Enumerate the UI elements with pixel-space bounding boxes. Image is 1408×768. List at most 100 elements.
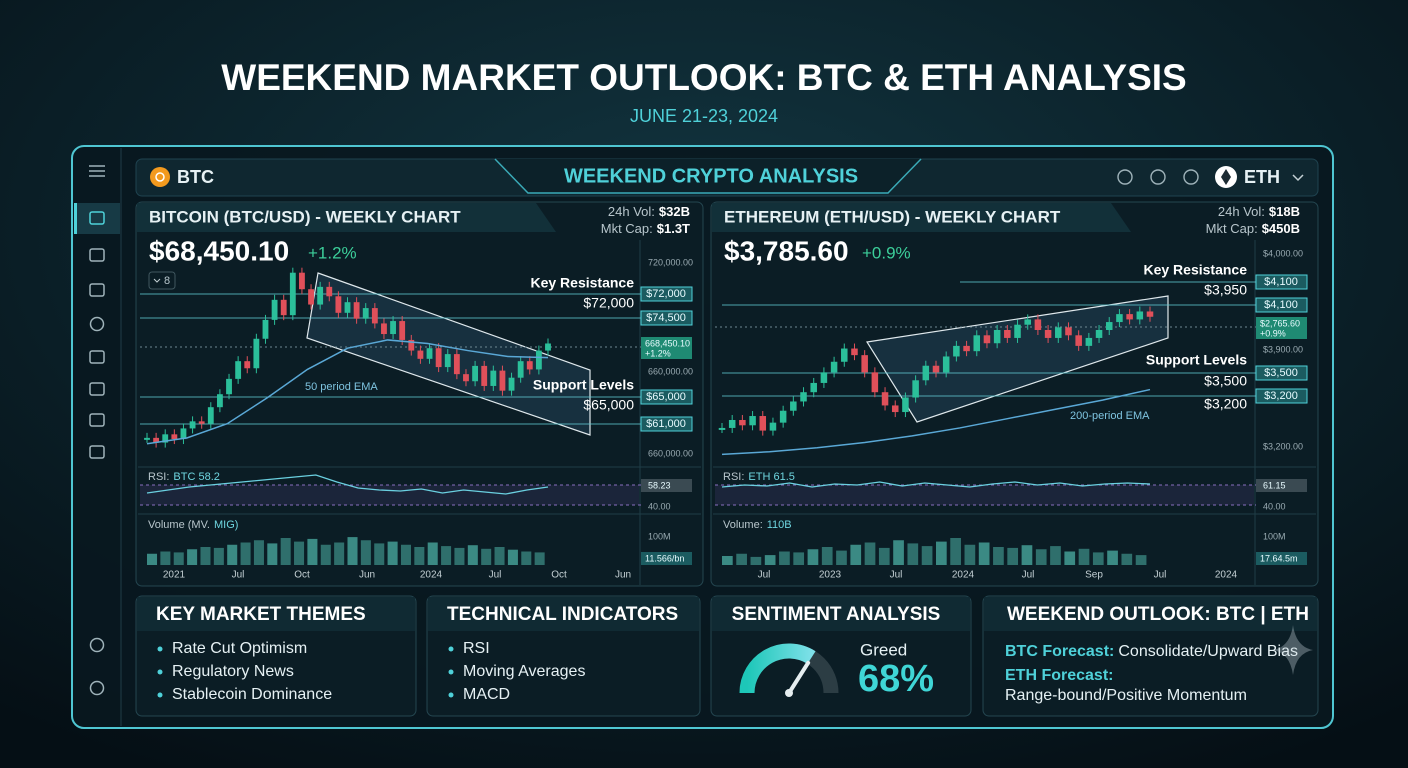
- candle: [932, 365, 940, 373]
- volume-bar: [1078, 548, 1090, 565]
- volume-bar: [864, 542, 876, 565]
- volume-bar: [1021, 545, 1033, 565]
- interval-chevron: [153, 278, 161, 283]
- bullet: [157, 669, 163, 675]
- volume-bar: [1007, 547, 1019, 565]
- level-annotation: $72,000: [583, 295, 634, 311]
- rsi-band: [715, 485, 1254, 505]
- price-tag: [1256, 317, 1307, 339]
- interval-label[interactable]: 8: [164, 275, 170, 287]
- level-tag: [640, 416, 693, 432]
- volume-bar: [878, 547, 890, 565]
- x-axis-label: Oct: [294, 570, 310, 581]
- level-tag-label: $74,500: [646, 312, 686, 324]
- wallet-icon: [89, 211, 105, 225]
- candle: [881, 392, 889, 406]
- volume-bar: [893, 540, 904, 565]
- candle: [1024, 319, 1031, 325]
- card-item: Regulatory News: [172, 663, 294, 680]
- level-tag-label: $3,200: [1264, 390, 1298, 402]
- candle: [153, 437, 160, 443]
- current-price: $3,785.60: [724, 235, 849, 266]
- forecast-text: Range-bound/Positive Momentum: [1005, 687, 1247, 704]
- topbar-title: WEEKEND CRYPTO ANALYSIS: [564, 165, 858, 187]
- stat: 24h Vol: $18B: [1218, 204, 1300, 219]
- rsi-caption: RSI: BTC 58.2: [148, 471, 220, 483]
- panel-header: [137, 203, 556, 232]
- volume-name: MIG): [214, 519, 238, 531]
- candle: [280, 299, 287, 316]
- candle: [912, 380, 919, 398]
- asset-selector: BTC: [177, 167, 214, 187]
- x-axis-label: Oct: [551, 570, 567, 581]
- candle: [390, 321, 396, 335]
- bullet: [157, 646, 163, 652]
- panel-header: [712, 203, 1131, 232]
- volume-bar: [294, 541, 305, 565]
- volume-bar: [494, 547, 505, 565]
- level-annotation: $3,500: [1204, 373, 1247, 389]
- candle: [841, 348, 848, 362]
- candle: [1116, 314, 1123, 323]
- candle: [749, 416, 756, 426]
- volume-bar: [950, 538, 961, 565]
- price-tag: [641, 337, 692, 359]
- volume-bar: [213, 547, 224, 565]
- rsi-label: RSI:: [148, 471, 169, 483]
- stat-value: $450B: [1262, 221, 1300, 236]
- level-tag: [640, 310, 693, 326]
- candle: [1105, 322, 1113, 330]
- x-axis-label: Jul: [232, 570, 245, 581]
- candle: [891, 405, 899, 413]
- candle: [535, 350, 542, 370]
- gauge-needle: [787, 660, 811, 695]
- level-annotation: Key Resistance: [1143, 262, 1247, 278]
- candle: [180, 428, 187, 440]
- candle: [207, 407, 214, 424]
- candle: [362, 308, 369, 319]
- volume-bar: [320, 544, 331, 565]
- forecast-label: ETH Forecast:: [1005, 667, 1113, 684]
- volume-bar: [427, 542, 438, 565]
- interval-button: [148, 271, 176, 290]
- candle: [472, 365, 479, 382]
- x-axis-label: 2024: [952, 570, 975, 581]
- rsi-band: [140, 485, 639, 505]
- price-tag-label: +1.2%: [645, 348, 671, 358]
- volume-bar: [253, 540, 264, 565]
- level-tag: [1255, 365, 1308, 381]
- candle: [308, 289, 314, 305]
- sliders-icon: [89, 248, 105, 262]
- level-tag: [1255, 388, 1308, 404]
- volume-tag-label: 11.566/bn: [645, 553, 684, 563]
- candle: [335, 296, 342, 313]
- volume-bar: [821, 547, 833, 565]
- volume-label: Volume:: [723, 519, 763, 531]
- candle: [871, 372, 879, 393]
- candle: [739, 420, 746, 426]
- level-annotation: $3,950: [1204, 282, 1247, 298]
- volume-bar: [173, 552, 184, 565]
- volume-bar: [280, 538, 291, 565]
- chat-icon: [89, 413, 105, 427]
- grid-icon: [89, 283, 105, 297]
- y-axis-label: 660,000.00: [648, 366, 693, 376]
- candle: [490, 370, 497, 386]
- x-axis-label: 2023: [819, 570, 842, 581]
- sidebar-active: [74, 203, 120, 234]
- volume-bar: [978, 542, 990, 565]
- card-item: Stablecoin Dominance: [172, 686, 332, 703]
- candle: [162, 434, 169, 443]
- level-tag-label: $4,100: [1264, 299, 1298, 311]
- card-title: KEY MARKET THEMES: [156, 604, 366, 625]
- volume-bar: [227, 544, 238, 565]
- volume-bar: [387, 541, 398, 565]
- rsi-name: ETH 61.5: [748, 471, 794, 483]
- volume-bar: [750, 556, 762, 565]
- forecast-label: BTC Forecast:: [1005, 643, 1114, 660]
- volume-bar: [936, 541, 947, 565]
- asset-selector[interactable]: ETH: [1244, 167, 1280, 187]
- candle: [1065, 327, 1072, 336]
